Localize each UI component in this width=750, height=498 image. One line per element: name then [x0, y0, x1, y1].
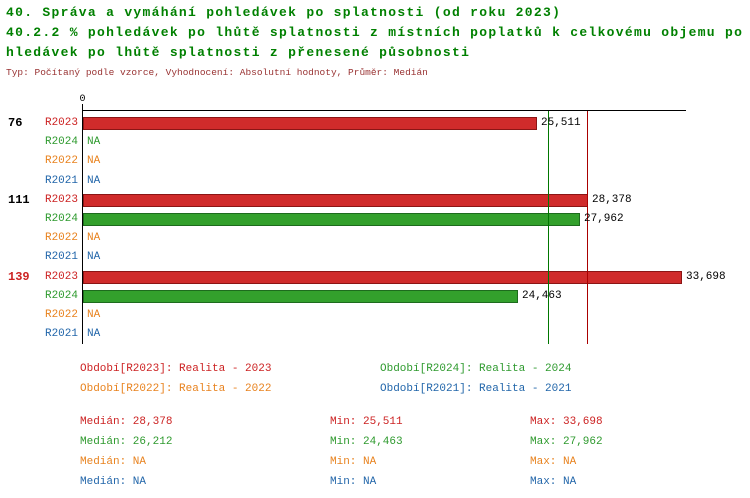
stat-min-R2024: Min: 24,463 — [330, 436, 403, 448]
stat-median-R2022: Medián: NA — [80, 456, 147, 468]
series-label: R2022 — [44, 309, 78, 321]
bar-value-label: 24,463 — [522, 290, 562, 302]
stat-max-R2023: Max: 33,698 — [530, 416, 603, 428]
group-label: 139 — [8, 270, 30, 284]
na-value-label: NA — [87, 309, 101, 321]
page-title-line-3: hledávek po lhůtě splatnosti z přenesené… — [6, 45, 471, 60]
stat-max-R2022: Max: NA — [530, 456, 577, 468]
bar-R2023 — [83, 271, 682, 284]
stat-min-R2023: Min: 25,511 — [330, 416, 403, 428]
y-axis-line — [82, 104, 83, 344]
series-label: R2024 — [44, 213, 78, 225]
series-label: R2022 — [44, 232, 78, 244]
stat-min-R2022: Min: NA — [330, 456, 377, 468]
na-value-label: NA — [87, 251, 101, 263]
bar-value-label: 28,378 — [592, 194, 632, 206]
x-axis-line — [82, 110, 686, 111]
group-label: 111 — [8, 193, 30, 207]
page-title-line-1: 40. Správa a vymáhání pohledávek po spla… — [6, 5, 562, 20]
chart-meta-info: Typ: Počítaný podle vzorce, Vyhodnocení:… — [6, 67, 428, 78]
series-label: R2021 — [44, 328, 78, 340]
stat-median-R2021: Medián: NA — [80, 476, 147, 488]
legend-item-R2022: Období[R2022]: Realita - 2022 — [80, 383, 272, 395]
na-value-label: NA — [87, 155, 101, 167]
na-value-label: NA — [87, 328, 101, 340]
stat-median-R2023: Medián: 28,378 — [80, 416, 173, 428]
stat-min-R2021: Min: NA — [330, 476, 377, 488]
series-label: R2022 — [44, 155, 78, 167]
legend-item-R2023: Období[R2023]: Realita - 2023 — [80, 363, 272, 375]
series-label: R2021 — [44, 175, 78, 187]
page-title-line-2: 40.2.2 % pohledávek po lhůtě splatnosti … — [6, 25, 744, 40]
stat-max-R2024: Max: 27,962 — [530, 436, 603, 448]
bar-R2023 — [83, 194, 588, 207]
bar-R2024 — [83, 290, 518, 303]
bar-value-label: 27,962 — [584, 213, 624, 225]
series-label: R2023 — [44, 271, 78, 283]
series-label: R2023 — [44, 194, 78, 206]
series-label: R2024 — [44, 136, 78, 148]
stat-median-R2024: Medián: 26,212 — [80, 436, 173, 448]
bar-R2024 — [83, 213, 580, 226]
na-value-label: NA — [87, 136, 101, 148]
bar-R2023 — [83, 117, 537, 130]
bar-value-label: 33,698 — [686, 271, 726, 283]
stat-max-R2021: Max: NA — [530, 476, 577, 488]
na-value-label: NA — [87, 232, 101, 244]
series-label: R2023 — [44, 117, 78, 129]
median-line-R2023 — [587, 111, 588, 344]
na-value-label: NA — [87, 175, 101, 187]
series-label: R2021 — [44, 251, 78, 263]
bar-value-label: 25,511 — [541, 117, 581, 129]
x-axis-zero-label: 0 — [79, 94, 86, 105]
series-label: R2024 — [44, 290, 78, 302]
legend-item-R2024: Období[R2024]: Realita - 2024 — [380, 363, 572, 375]
legend-item-R2021: Období[R2021]: Realita - 2021 — [380, 383, 572, 395]
median-line-R2024 — [548, 111, 549, 344]
group-label: 76 — [8, 116, 23, 130]
